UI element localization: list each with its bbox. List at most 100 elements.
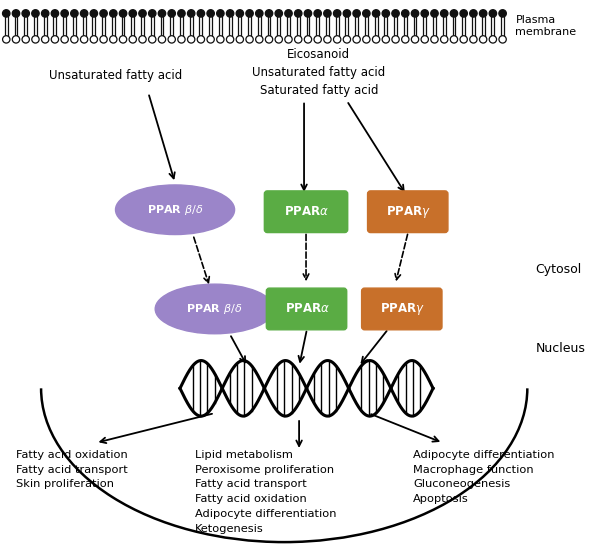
Circle shape (149, 10, 156, 17)
Circle shape (412, 10, 419, 17)
Text: Fatty acid oxidation
Fatty acid transport
Skin proliferation: Fatty acid oxidation Fatty acid transpor… (16, 450, 128, 490)
Circle shape (285, 36, 292, 43)
Circle shape (460, 36, 467, 43)
Circle shape (100, 10, 107, 17)
Text: PPAR$\gamma$: PPAR$\gamma$ (386, 203, 431, 220)
Circle shape (226, 36, 234, 43)
Circle shape (129, 36, 136, 43)
Circle shape (2, 10, 10, 17)
Circle shape (110, 10, 117, 17)
Circle shape (401, 10, 409, 17)
Ellipse shape (116, 185, 235, 235)
Circle shape (149, 36, 156, 43)
Circle shape (51, 10, 59, 17)
Circle shape (187, 36, 195, 43)
Circle shape (401, 36, 409, 43)
Circle shape (71, 10, 78, 17)
Text: Plasma
membrane: Plasma membrane (515, 16, 577, 37)
Circle shape (343, 10, 350, 17)
Text: PPAR$\gamma$: PPAR$\gamma$ (380, 301, 425, 317)
Circle shape (197, 36, 205, 43)
Circle shape (119, 36, 127, 43)
Circle shape (178, 10, 185, 17)
FancyBboxPatch shape (266, 288, 347, 330)
Circle shape (343, 36, 350, 43)
Circle shape (41, 10, 49, 17)
Circle shape (285, 10, 292, 17)
Text: Unsaturated fatty acid: Unsaturated fatty acid (49, 69, 182, 82)
FancyBboxPatch shape (362, 288, 442, 330)
Circle shape (61, 10, 68, 17)
Circle shape (100, 36, 107, 43)
Circle shape (41, 36, 49, 43)
Text: PPAR $\beta/\delta$: PPAR $\beta/\delta$ (147, 203, 203, 217)
Circle shape (197, 10, 205, 17)
FancyBboxPatch shape (265, 191, 348, 233)
Circle shape (246, 36, 253, 43)
Circle shape (119, 10, 127, 17)
Circle shape (13, 10, 20, 17)
Circle shape (256, 36, 263, 43)
Circle shape (168, 10, 175, 17)
Circle shape (392, 36, 399, 43)
Circle shape (373, 10, 380, 17)
Circle shape (295, 10, 302, 17)
Circle shape (158, 10, 166, 17)
Circle shape (499, 36, 506, 43)
Circle shape (324, 10, 331, 17)
Circle shape (90, 36, 98, 43)
Circle shape (13, 36, 20, 43)
Circle shape (246, 10, 253, 17)
Circle shape (362, 36, 370, 43)
Circle shape (275, 10, 283, 17)
Circle shape (275, 36, 283, 43)
Ellipse shape (155, 284, 274, 334)
Circle shape (334, 36, 341, 43)
Circle shape (440, 36, 448, 43)
Circle shape (22, 10, 29, 17)
Circle shape (431, 36, 438, 43)
Circle shape (187, 10, 195, 17)
Text: Cytosol: Cytosol (535, 263, 581, 276)
Circle shape (334, 10, 341, 17)
Circle shape (479, 10, 487, 17)
Circle shape (392, 10, 399, 17)
Circle shape (421, 36, 428, 43)
Circle shape (207, 10, 214, 17)
Circle shape (2, 36, 10, 43)
Circle shape (178, 36, 185, 43)
Text: PPAR$\alpha$: PPAR$\alpha$ (284, 205, 329, 218)
Circle shape (265, 36, 273, 43)
Circle shape (129, 10, 136, 17)
Circle shape (207, 36, 214, 43)
Circle shape (353, 10, 361, 17)
Circle shape (314, 36, 322, 43)
Circle shape (304, 10, 311, 17)
Circle shape (51, 36, 59, 43)
Circle shape (362, 10, 370, 17)
Circle shape (32, 36, 39, 43)
Circle shape (139, 36, 146, 43)
Circle shape (460, 10, 467, 17)
Text: Nucleus: Nucleus (535, 342, 585, 355)
Circle shape (382, 10, 389, 17)
Circle shape (80, 36, 88, 43)
Circle shape (450, 36, 458, 43)
Circle shape (324, 36, 331, 43)
Circle shape (226, 10, 234, 17)
Circle shape (479, 36, 487, 43)
Circle shape (168, 36, 175, 43)
Circle shape (32, 10, 39, 17)
Circle shape (217, 10, 224, 17)
Circle shape (382, 36, 389, 43)
Circle shape (373, 36, 380, 43)
Circle shape (470, 36, 477, 43)
Circle shape (470, 10, 477, 17)
Circle shape (110, 36, 117, 43)
Circle shape (22, 36, 29, 43)
Text: Eicosanoid
Unsaturated fatty acid
Saturated fatty acid: Eicosanoid Unsaturated fatty acid Satura… (253, 48, 386, 97)
Text: PPAR$\alpha$: PPAR$\alpha$ (284, 302, 329, 315)
Text: Lipid metabolism
Peroxisome proliferation
Fatty acid transport
Fatty acid oxidat: Lipid metabolism Peroxisome proliferatio… (195, 450, 337, 534)
Circle shape (499, 10, 506, 17)
Circle shape (489, 36, 497, 43)
